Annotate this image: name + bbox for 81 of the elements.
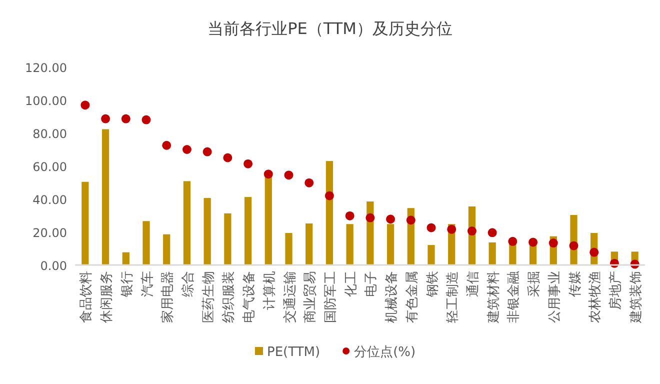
x-tick-label: 非银金融: [506, 271, 522, 323]
point: [548, 238, 558, 248]
x-tick-label: 汽车: [140, 271, 156, 297]
bar: [163, 234, 170, 265]
point: [569, 241, 578, 250]
bar: [326, 161, 334, 265]
y-tick-label: 120.00: [25, 61, 67, 75]
x-tick-label: 轻工制造: [446, 271, 461, 323]
bar: [386, 224, 394, 265]
x-tick-label: 农林牧渔: [588, 271, 604, 323]
x-tick-label: 有色金属: [404, 271, 420, 323]
x-tick-label: 休闲服务: [100, 271, 115, 323]
x-tick-label: 电子: [364, 271, 380, 297]
point: [121, 114, 130, 124]
bar: [428, 245, 435, 265]
y-tick-label: 20.00: [32, 226, 67, 240]
point: [406, 216, 416, 225]
x-tick-label: 商业贸易: [303, 271, 318, 323]
point: [80, 100, 90, 110]
point: [447, 224, 456, 234]
x-tick-label: 家用电器: [160, 271, 176, 323]
point: [162, 140, 172, 150]
bar: [244, 197, 252, 265]
x-tick-label: 房地产: [607, 271, 624, 310]
point: [223, 153, 232, 162]
legend-label: PE(TTM): [267, 345, 320, 360]
bar: [488, 242, 496, 265]
point: [508, 236, 518, 246]
point: [488, 228, 497, 238]
x-tick-label: 银行: [120, 271, 135, 298]
x-tick-label: 采掘: [527, 271, 542, 297]
point: [142, 115, 151, 124]
bar: [122, 252, 130, 265]
x-tick-label: 电气设备: [242, 271, 258, 323]
bar: [82, 182, 89, 265]
point: [467, 226, 476, 236]
bar: [142, 221, 150, 265]
point: [386, 214, 396, 224]
point: [426, 223, 436, 232]
x-tick-label: 通信: [466, 271, 481, 297]
legend-label: 分位点(%): [354, 345, 416, 360]
x-tick-label: 纺织服装: [222, 271, 237, 323]
bar: [306, 223, 313, 265]
y-tick-label: 40.00: [32, 193, 67, 207]
point: [528, 238, 538, 247]
point: [324, 191, 334, 200]
point: [182, 145, 192, 154]
x-tick-label: 化工: [344, 271, 359, 297]
bar: [346, 224, 354, 265]
bar: [285, 232, 292, 265]
x-tick-label: 机械设备: [384, 271, 400, 323]
point: [244, 159, 253, 168]
point: [590, 248, 599, 257]
bar: [204, 198, 211, 265]
x-tick-label: 钢铁: [425, 271, 440, 298]
y-tick-label: 60.00: [32, 160, 67, 174]
point: [345, 211, 354, 220]
x-tick-label: 计算机: [262, 271, 278, 310]
point: [101, 114, 110, 124]
point: [304, 178, 314, 188]
x-tick-label: 医药生物: [201, 271, 216, 323]
point: [366, 213, 375, 222]
point: [202, 147, 212, 156]
x-tick-label: 综合: [180, 271, 196, 297]
point: [264, 170, 273, 179]
x-tick-label: 国防军工: [323, 271, 338, 323]
bar: [224, 213, 232, 265]
y-tick-label: 80.00: [32, 127, 67, 141]
bar: [102, 129, 110, 265]
x-tick-label: 公用事业: [547, 271, 562, 323]
point: [284, 170, 294, 180]
x-tick-label: 食品饮料: [79, 271, 94, 323]
bar: [264, 175, 272, 265]
bar: [183, 181, 191, 265]
y-tick-label: 100.00: [25, 94, 67, 108]
x-tick-label: 传媒: [568, 271, 583, 297]
x-tick-label: 建筑装饰: [628, 271, 644, 324]
y-tick-label: 0.00: [40, 259, 67, 273]
chart-title: 当前各行业PE（TTM）及历史分位: [208, 19, 452, 38]
x-tick-label: 建筑材料: [486, 271, 502, 324]
x-tick-label: 交通运输: [282, 271, 298, 323]
